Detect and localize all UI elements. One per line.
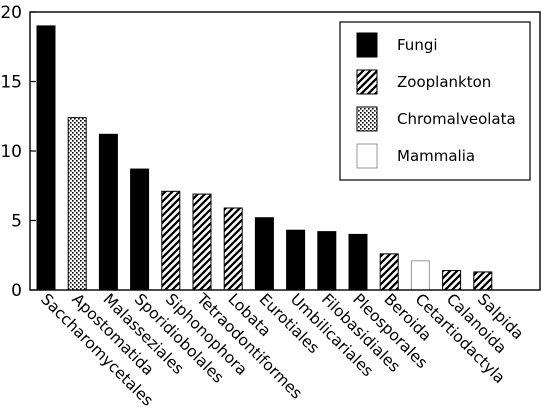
legend-label-fungi: Fungi <box>397 36 438 54</box>
y-axis: 0 5 10 15 20 <box>0 3 36 301</box>
bar-pleosporales <box>348 233 368 291</box>
bar-umbilicariales <box>286 229 306 291</box>
legend-label-chromalveolata: Chromalveolata <box>397 110 516 128</box>
bar-salpida <box>473 271 493 291</box>
y-tick-label-10: 10 <box>0 142 22 162</box>
bars <box>36 25 493 291</box>
y-tick-label-0: 0 <box>11 281 22 301</box>
bar-apostomatida <box>67 117 87 291</box>
bar-calanoida <box>442 270 462 291</box>
legend-swatch-zooplankton <box>356 69 378 95</box>
legend-label-zooplankton: Zooplankton <box>397 73 491 91</box>
bar-filobasidiales <box>317 231 337 291</box>
legend: Fungi Zooplankton Chromalveolata Mammalia <box>339 21 531 181</box>
y-tick-label-20: 20 <box>0 3 22 23</box>
bar-siphonophora <box>161 190 181 291</box>
bar-sporidiobolales <box>130 168 150 291</box>
bar-eurotiales <box>254 217 274 291</box>
legend-swatch-fungi <box>356 32 378 58</box>
y-tick-label-5: 5 <box>11 212 22 232</box>
bar-malasseziales <box>98 133 118 291</box>
x-axis-labels: SaccharomycetalesApostomatidaMalassezial… <box>37 289 527 409</box>
bar-beroida <box>379 253 399 291</box>
legend-swatch-chromalveolata <box>356 106 378 132</box>
plot-frame <box>29 11 541 291</box>
bar-lobata <box>223 207 243 291</box>
legend-label-mammalia: Mammalia <box>397 147 475 165</box>
legend-swatch-mammalia <box>356 143 378 169</box>
bar-tetraodontiformes <box>192 193 212 291</box>
y-tick-label-15: 15 <box>0 73 22 93</box>
bar-cetartiodactyla <box>410 260 430 291</box>
bar-saccharomycetales <box>36 25 56 291</box>
